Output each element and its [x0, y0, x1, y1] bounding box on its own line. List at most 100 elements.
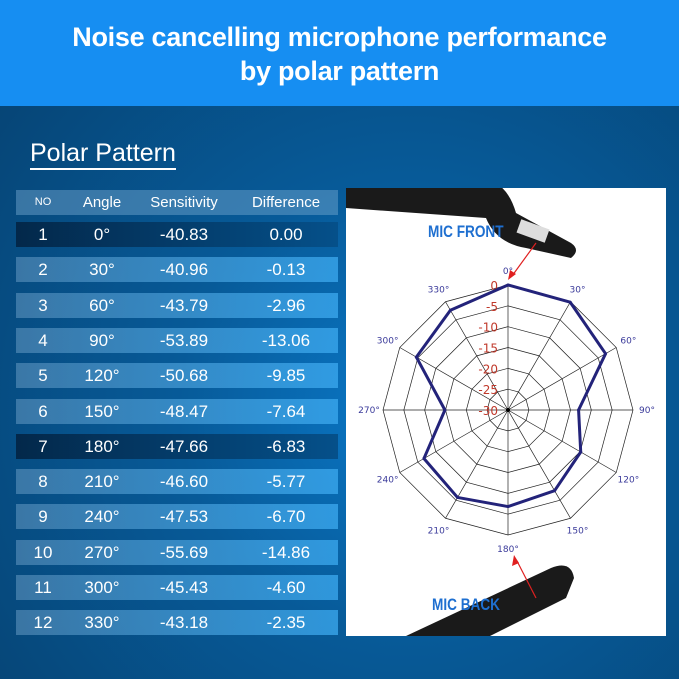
- table-cell: 270°: [84, 542, 120, 562]
- table-row: 11 300° -45.43 -4.60: [16, 575, 338, 600]
- grid-spoke: [507, 409, 571, 519]
- angle-label: 300°: [377, 337, 399, 347]
- table-cell: 4: [38, 330, 48, 350]
- table-cell: -40.83: [159, 225, 209, 244]
- table-cell: 300°: [84, 578, 120, 597]
- back-arrowhead: [512, 555, 519, 566]
- table-cell: 0°: [93, 225, 111, 244]
- mic-grille: [516, 219, 550, 243]
- table-cell: 6: [38, 401, 48, 421]
- table-row: 12 330° -43.18 -2.35: [16, 610, 338, 636]
- table-cell: -13.06: [261, 330, 311, 350]
- table-cell: 7: [38, 436, 48, 456]
- radial-tick-label: -10: [478, 321, 498, 335]
- table-row: 3 60° -43.79 -2.96: [16, 292, 338, 318]
- grid-spoke: [445, 409, 509, 519]
- table-cell: -14.86: [261, 542, 311, 562]
- table-row: 1 0° -40.83 0.00: [16, 222, 338, 247]
- table-cell: 330°: [84, 613, 120, 633]
- grid-spoke: [399, 409, 509, 473]
- angle-label: 90°: [639, 406, 655, 416]
- table-cell: -48.47: [159, 401, 209, 421]
- table-cell: -53.89: [159, 330, 209, 350]
- grid-spoke: [445, 301, 509, 411]
- table-cell: -6.83: [266, 436, 306, 456]
- mic-front-label: MIC FRONT: [428, 222, 504, 241]
- title-banner: Noise cancelling microphone performance …: [0, 0, 679, 106]
- table-cell: -6.70: [266, 507, 306, 527]
- table-row: 6 150° -48.47 -7.64: [16, 398, 338, 424]
- table-cell: -47.66: [159, 436, 209, 456]
- table-cell: -7.64: [266, 401, 306, 421]
- data-point: [506, 283, 510, 287]
- table-cell: -46.60: [159, 472, 209, 492]
- table-cell: -50.68: [159, 366, 209, 386]
- table-cell: 30°: [89, 260, 115, 280]
- data-point: [443, 408, 447, 412]
- table-cell: -55.69: [159, 542, 209, 562]
- angle-label: 270°: [358, 406, 380, 416]
- mic-back-image: [406, 565, 574, 636]
- polar-chart-panel: 0 -5 -10 -15 -20 -25 -30 0° 30° 60° 90° 120° 150° 180…: [346, 188, 666, 636]
- polar-chart: 0 -5 -10 -15 -20 -25 -30 0° 30° 60° 90° 120° 150° 180…: [346, 188, 655, 636]
- series-line: [414, 283, 608, 509]
- data-point: [414, 355, 418, 359]
- table-cell: 2: [38, 260, 48, 280]
- table-cell: 10: [33, 542, 53, 562]
- table-cell: 11: [34, 578, 52, 597]
- table-cell: -43.79: [159, 295, 209, 315]
- section-title: Polar Pattern: [30, 138, 176, 170]
- table-cell: 120°: [84, 366, 120, 386]
- angle-label: 330°: [428, 286, 450, 296]
- data-point: [604, 352, 608, 356]
- table-cell: 12: [33, 613, 53, 633]
- data-point: [579, 450, 583, 454]
- radial-tick-label: -30: [478, 404, 498, 418]
- front-arrow: [511, 242, 537, 277]
- table-cell: 8: [38, 472, 48, 492]
- radial-tick-label: -20: [478, 362, 498, 376]
- mic-back-label: MIC BACK: [432, 595, 500, 614]
- table-cell: 3: [38, 295, 48, 315]
- front-arrowhead: [508, 270, 516, 280]
- table-cell: -40.96: [159, 260, 209, 280]
- table-cell: -47.53: [159, 507, 209, 527]
- angle-label: 30°: [570, 286, 586, 296]
- table-row: 10 270° -55.69 -14.86: [16, 539, 338, 565]
- table-cell: -2.35: [266, 613, 306, 633]
- radial-tick-label: 0: [490, 279, 498, 293]
- radial-tick-label: -15: [478, 342, 498, 356]
- data-point: [577, 408, 581, 412]
- angle-label: 150°: [567, 526, 589, 536]
- table-cell: Angle: [82, 194, 122, 211]
- radial-tick-label: -25: [478, 383, 498, 397]
- table-cell: 210°: [84, 472, 120, 492]
- table-cell: 60°: [89, 295, 115, 315]
- angle-label: 180°: [497, 545, 519, 555]
- data-point: [448, 308, 452, 312]
- title-line-2: by polar pattern: [239, 56, 440, 86]
- radial-tick-label: -5: [486, 300, 498, 314]
- table-cell: -45.43: [159, 578, 209, 597]
- table-cell: -2.96: [266, 295, 306, 315]
- mic-front-image: [346, 188, 576, 258]
- table-cell: 150°: [84, 401, 120, 421]
- angle-label: 60°: [620, 337, 636, 347]
- table-cell: 0.00: [269, 225, 303, 244]
- table-cell: 90°: [89, 330, 115, 350]
- table-row: 2 30° -40.96 -0.13: [16, 257, 338, 283]
- table-cell: 5: [38, 366, 48, 386]
- table-row: 7 180° -47.66 -6.83: [16, 433, 338, 459]
- table-cell: 180°: [84, 436, 120, 456]
- table-row: 4 90° -53.89 -13.06: [16, 327, 338, 353]
- angle-label: 240°: [377, 476, 399, 486]
- data-point: [553, 489, 557, 493]
- table-cell: 1: [38, 225, 48, 244]
- back-arrow: [516, 560, 537, 599]
- grid-spoke: [507, 301, 571, 411]
- table-cell: -43.18: [159, 613, 209, 633]
- data-point: [422, 457, 426, 461]
- table-cell: -4.60: [266, 578, 306, 597]
- angle-label: 120°: [618, 476, 640, 486]
- table-cell: Difference: [251, 194, 321, 211]
